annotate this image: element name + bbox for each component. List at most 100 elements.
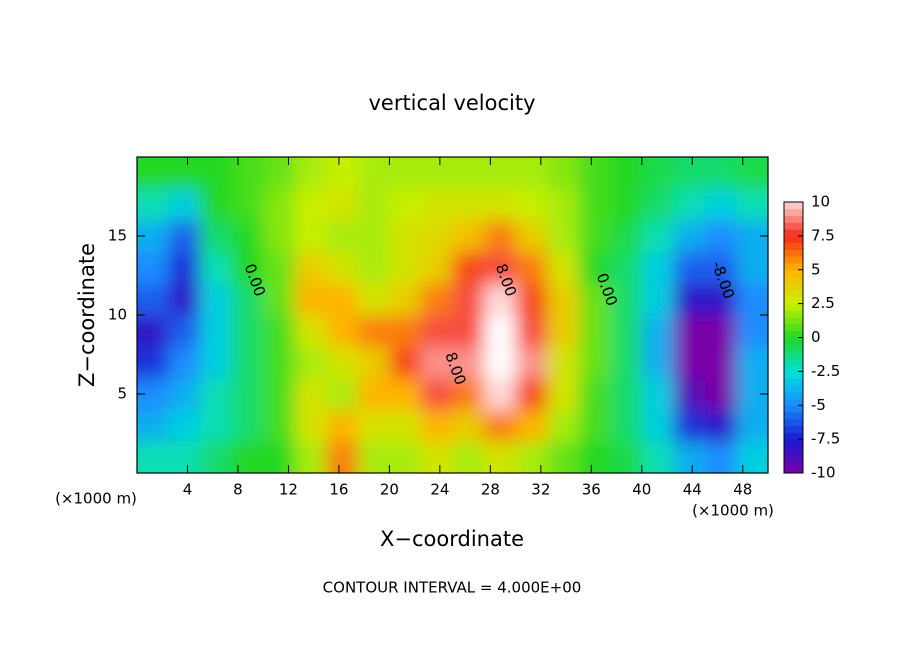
cell [137, 283, 170, 316]
cell [357, 188, 390, 221]
cell [137, 315, 170, 348]
colorbar-tick-label: 0 [811, 328, 821, 346]
colorbar-swatch [784, 303, 803, 311]
cell [168, 346, 201, 379]
cell [547, 346, 580, 379]
y-tick-label: 5 [117, 385, 127, 403]
colorbar-tick-label: -10 [811, 464, 836, 482]
cell [578, 283, 611, 316]
cell [578, 441, 611, 473]
cell [515, 188, 548, 221]
cell [294, 378, 327, 411]
cell [200, 315, 233, 348]
colorbar-swatch [784, 330, 803, 338]
cell [452, 315, 485, 348]
x-tick-label: 4 [183, 481, 193, 499]
plot-area [137, 157, 768, 473]
cell [389, 315, 422, 348]
cell [578, 251, 611, 284]
x-tick-label: 12 [279, 481, 298, 499]
cell [641, 157, 674, 190]
cell [610, 157, 643, 190]
cell [515, 409, 548, 442]
cell [452, 220, 485, 253]
cell [578, 220, 611, 253]
x-unit-label: (×1000 m) [55, 490, 137, 508]
cell [704, 441, 737, 473]
colorbar-swatch [784, 439, 803, 447]
cell [673, 251, 706, 284]
cell [452, 157, 485, 190]
cell [389, 251, 422, 284]
cell [168, 220, 201, 253]
colorbar-swatch [784, 418, 803, 427]
cell [137, 157, 170, 190]
cell [578, 315, 611, 348]
cell [357, 251, 390, 284]
colorbar-swatch [784, 425, 803, 433]
cell [357, 441, 390, 473]
cell [547, 283, 580, 316]
cell [704, 378, 737, 411]
cell [263, 378, 296, 411]
cell [168, 251, 201, 284]
cell [294, 188, 327, 221]
cell [389, 441, 422, 473]
cell [578, 409, 611, 442]
colorbar-tick-label: 10 [811, 193, 830, 211]
cell [168, 188, 201, 221]
cell [547, 251, 580, 284]
cell [736, 409, 768, 442]
cell [736, 157, 768, 190]
cell [578, 346, 611, 379]
cell [673, 378, 706, 411]
colorbar-swatch [784, 432, 803, 440]
cell [641, 378, 674, 411]
cell [389, 220, 422, 253]
colorbar-swatch [784, 222, 803, 230]
cell [420, 378, 453, 411]
x-tick-label: 16 [329, 481, 348, 499]
colorbar-swatch [784, 249, 803, 257]
cell [484, 188, 517, 221]
colorbar-swatch [784, 283, 803, 291]
colorbar-swatch [784, 235, 803, 244]
cell [610, 283, 643, 316]
cell [294, 315, 327, 348]
cell [420, 315, 453, 348]
cell [231, 378, 264, 411]
cell [515, 378, 548, 411]
cell [484, 441, 517, 473]
cell [168, 409, 201, 442]
cell [515, 315, 548, 348]
colorbar-swatch [784, 229, 803, 237]
colorbar-swatch [784, 202, 803, 210]
cell [515, 251, 548, 284]
cell [673, 441, 706, 473]
cell [326, 315, 359, 348]
cell [610, 251, 643, 284]
cell [294, 346, 327, 379]
cell [704, 251, 737, 284]
cell [484, 283, 517, 316]
cell [641, 251, 674, 284]
cell [704, 409, 737, 442]
cell [231, 283, 264, 316]
cell [547, 315, 580, 348]
cell [357, 220, 390, 253]
colorbar-tick-label: -2.5 [811, 362, 840, 380]
cell [200, 346, 233, 379]
cell [515, 283, 548, 316]
cell [263, 441, 296, 473]
cell [200, 188, 233, 221]
colorbar-swatch [784, 357, 803, 366]
cell [736, 188, 768, 221]
colorbar-swatch [784, 269, 803, 278]
colorbar-swatch [784, 405, 803, 413]
cell [231, 157, 264, 190]
cell [736, 315, 768, 348]
cell [420, 220, 453, 253]
cell [326, 283, 359, 316]
cell [641, 188, 674, 221]
